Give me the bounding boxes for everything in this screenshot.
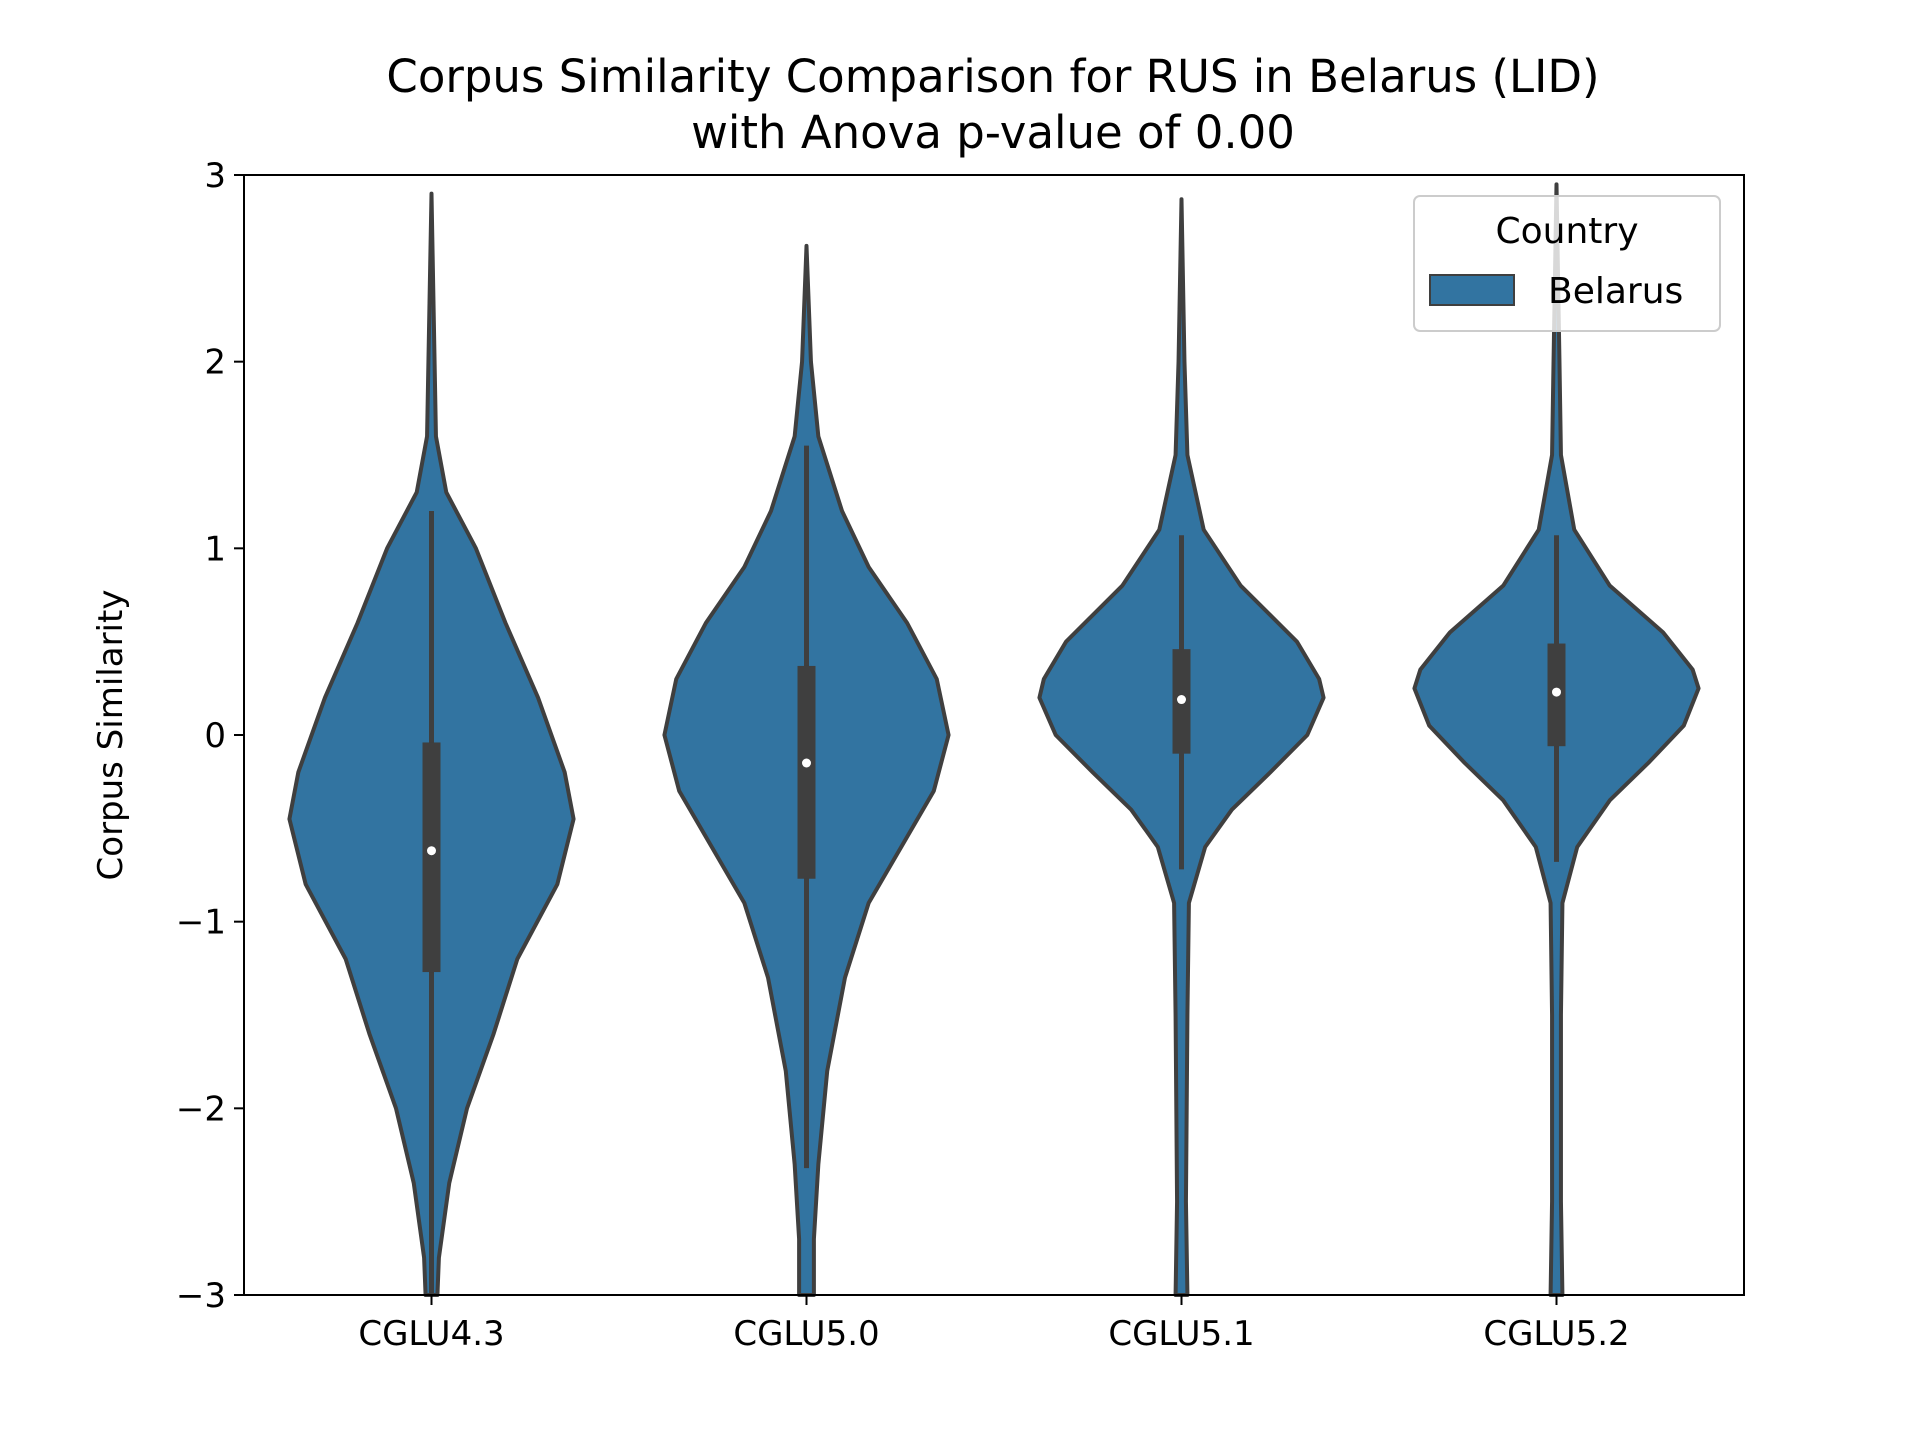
chart-title-line2: with Anova p-value of 0.00: [691, 106, 1295, 159]
y-tick-label: 0: [204, 716, 226, 756]
x-tick-label: CGLU5.1: [1108, 1314, 1254, 1354]
plot-frame: [243, 174, 1745, 1296]
x-tick-label: CGLU4.3: [358, 1314, 504, 1354]
violin-median-point: [802, 758, 811, 768]
y-tick-label: −1: [176, 903, 226, 943]
violin-group: [287, 182, 1701, 1297]
y-tick-label: −3: [176, 1276, 226, 1316]
legend-title: Country: [1495, 211, 1638, 252]
x-tick-label: CGLU5.0: [733, 1314, 879, 1354]
x-axis: CGLU4.3 CGLU5.0 CGLU5.1 CGLU5.2: [358, 1295, 1630, 1354]
y-axis: −3 −2 −1 0 1 2 3: [176, 156, 244, 1316]
y-tick-label: 1: [204, 529, 226, 569]
x-tick-label: CGLU5.2: [1483, 1314, 1629, 1354]
chart-title-line1: Corpus Similarity Comparison for RUS in …: [386, 50, 1599, 103]
y-tick-label: 2: [204, 343, 226, 383]
legend-label-belarus: Belarus: [1548, 271, 1683, 312]
legend: Country Belarus: [1413, 195, 1721, 332]
violin-median-point: [1552, 687, 1561, 697]
y-tick-label: −2: [176, 1089, 226, 1129]
y-axis-label: Corpus Similarity: [91, 590, 131, 881]
legend-swatch: [1429, 274, 1515, 306]
violin-iqr-box: [422, 742, 441, 973]
violin-median-point: [427, 846, 436, 856]
y-tick-label: 3: [204, 156, 226, 196]
violin-median-point: [1177, 695, 1186, 705]
violin-iqr-box: [797, 665, 816, 879]
